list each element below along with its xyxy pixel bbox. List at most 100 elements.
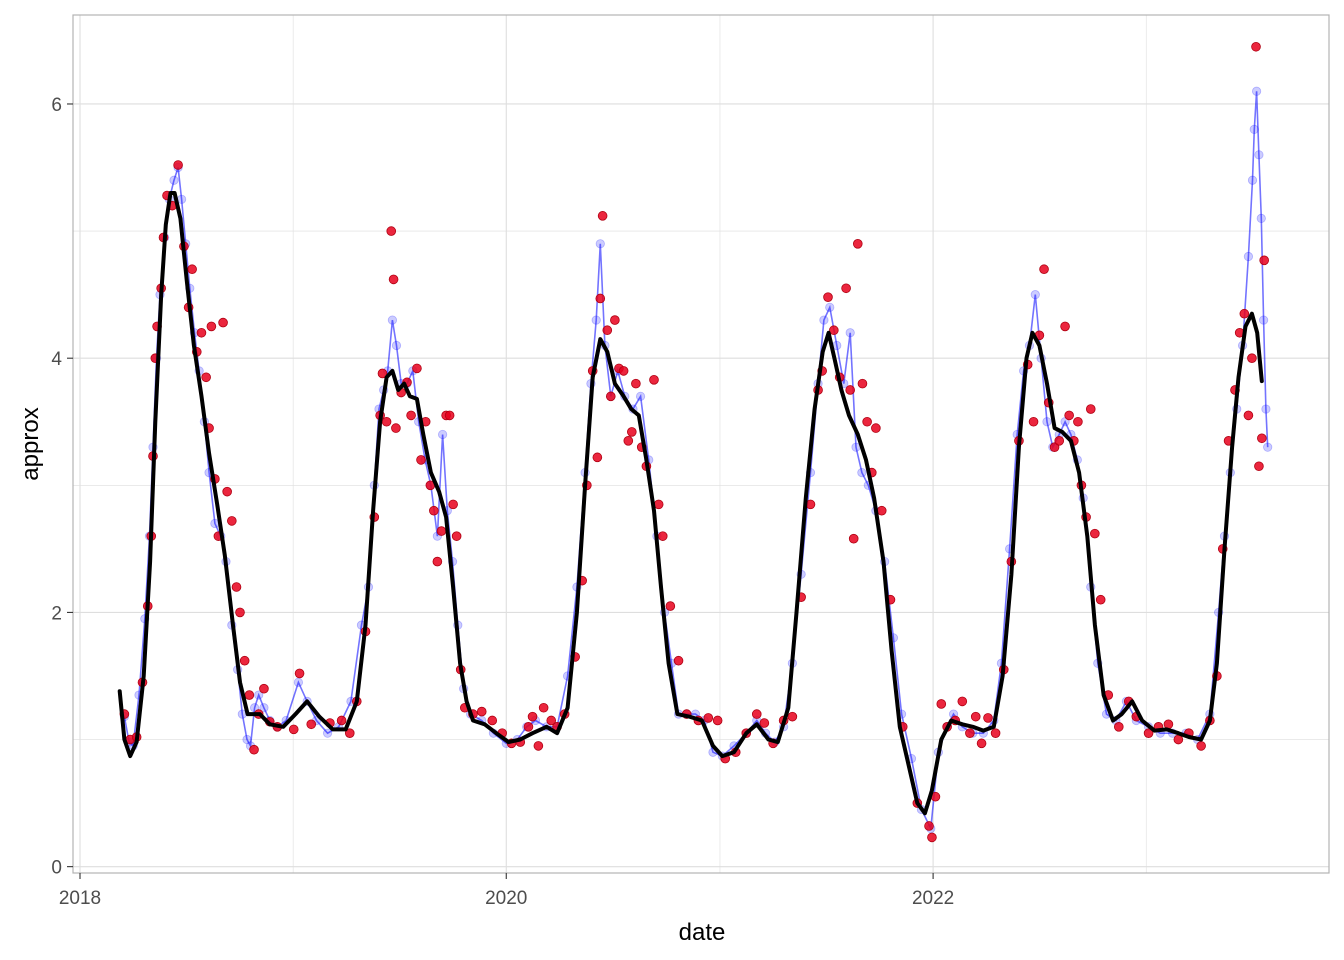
observed-point bbox=[1085, 404, 1096, 414]
observed-point bbox=[1064, 410, 1074, 421]
observed-point bbox=[852, 239, 863, 249]
observed-point bbox=[432, 556, 443, 567]
observed-point bbox=[787, 711, 798, 722]
observed-point bbox=[1060, 321, 1070, 332]
observed-point bbox=[965, 728, 975, 738]
observed-point bbox=[239, 655, 250, 666]
observed-point bbox=[406, 410, 416, 421]
x-axis-title: date bbox=[679, 919, 726, 946]
observed-point bbox=[976, 738, 987, 749]
observed-point bbox=[990, 728, 1001, 738]
observed-point bbox=[416, 455, 426, 465]
observed-point bbox=[936, 699, 947, 709]
observed-point bbox=[653, 499, 664, 510]
observed-point bbox=[1095, 594, 1106, 605]
observed-point bbox=[1113, 722, 1124, 732]
observed-point bbox=[1049, 442, 1060, 452]
observed-point bbox=[201, 372, 211, 383]
y-tick-label: 0 bbox=[51, 858, 62, 879]
observed-point bbox=[649, 375, 659, 385]
observed-point bbox=[444, 410, 455, 421]
observed-point bbox=[259, 683, 269, 694]
observed-point bbox=[592, 452, 603, 463]
y-axis-ticks: 0 2 4 6 bbox=[51, 95, 73, 879]
panel-border bbox=[72, 14, 1330, 874]
observed-point bbox=[218, 317, 228, 328]
observed-point bbox=[412, 363, 422, 374]
observed-point bbox=[1247, 353, 1257, 364]
observed-point bbox=[970, 711, 981, 722]
x-tick-label: 2018 bbox=[59, 888, 101, 909]
observed-point bbox=[1173, 734, 1184, 745]
observed-point bbox=[848, 533, 859, 544]
observed-point bbox=[451, 531, 462, 541]
observed-point bbox=[294, 668, 305, 679]
observed-point bbox=[871, 423, 881, 433]
observed-point bbox=[436, 526, 447, 536]
observed-point bbox=[595, 293, 606, 304]
observed-point bbox=[627, 427, 637, 437]
observed-point bbox=[227, 516, 237, 526]
observed-point bbox=[1163, 719, 1174, 730]
observed-point bbox=[231, 582, 242, 592]
observed-point bbox=[657, 531, 668, 541]
y-tick-label: 2 bbox=[51, 603, 62, 624]
observed-point bbox=[1239, 308, 1250, 319]
observed-point bbox=[538, 702, 549, 713]
observed-point bbox=[665, 601, 676, 611]
observed-point bbox=[841, 283, 851, 294]
observed-point bbox=[1196, 741, 1206, 751]
observed-point bbox=[823, 292, 833, 302]
observed-point bbox=[527, 711, 538, 722]
observed-point bbox=[618, 366, 629, 376]
smooth-line bbox=[117, 191, 1264, 816]
observed-point bbox=[957, 696, 968, 707]
observed-point bbox=[187, 264, 197, 275]
observed-point bbox=[206, 321, 217, 332]
observed-point bbox=[983, 713, 993, 723]
observed-point bbox=[631, 378, 641, 389]
observed-point bbox=[927, 832, 937, 843]
observed-point bbox=[1243, 410, 1254, 421]
observed-point bbox=[602, 325, 613, 336]
observed-point bbox=[344, 728, 355, 738]
x-tick-label: 2022 bbox=[912, 888, 954, 909]
observed-point bbox=[876, 505, 887, 516]
observed-point bbox=[1090, 528, 1100, 539]
observed-point bbox=[388, 274, 399, 285]
observed-point bbox=[712, 715, 723, 726]
observed-point bbox=[244, 690, 255, 700]
observed-point bbox=[173, 160, 183, 170]
observed-point bbox=[386, 226, 397, 236]
observed-point bbox=[546, 715, 557, 726]
x-tick-label: 2020 bbox=[485, 888, 527, 909]
observed-point bbox=[1259, 255, 1269, 266]
observed-point bbox=[751, 709, 762, 719]
observed-point bbox=[1054, 436, 1065, 446]
y-axis-title: approx bbox=[17, 407, 44, 480]
observed-point bbox=[487, 715, 498, 726]
observed-point bbox=[377, 368, 388, 379]
observed-point bbox=[1143, 728, 1154, 738]
observed-point bbox=[597, 211, 608, 221]
observed-point bbox=[1028, 416, 1039, 427]
observed-point bbox=[1073, 416, 1083, 427]
observed-point bbox=[829, 325, 839, 336]
observed-point bbox=[703, 713, 714, 723]
observed-point bbox=[924, 821, 934, 831]
observed-point bbox=[381, 416, 392, 427]
observed-point bbox=[391, 423, 401, 433]
observed-point bbox=[533, 741, 544, 751]
observed-point bbox=[336, 715, 347, 726]
observed-point bbox=[610, 315, 620, 325]
y-tick-label: 4 bbox=[51, 349, 62, 370]
observed-point bbox=[222, 486, 232, 497]
observed-point bbox=[523, 722, 534, 732]
observed-point bbox=[673, 655, 684, 666]
observed-point bbox=[196, 327, 207, 338]
observed-point bbox=[429, 505, 439, 516]
observed-point bbox=[1251, 41, 1261, 52]
observed-point bbox=[1254, 461, 1264, 472]
